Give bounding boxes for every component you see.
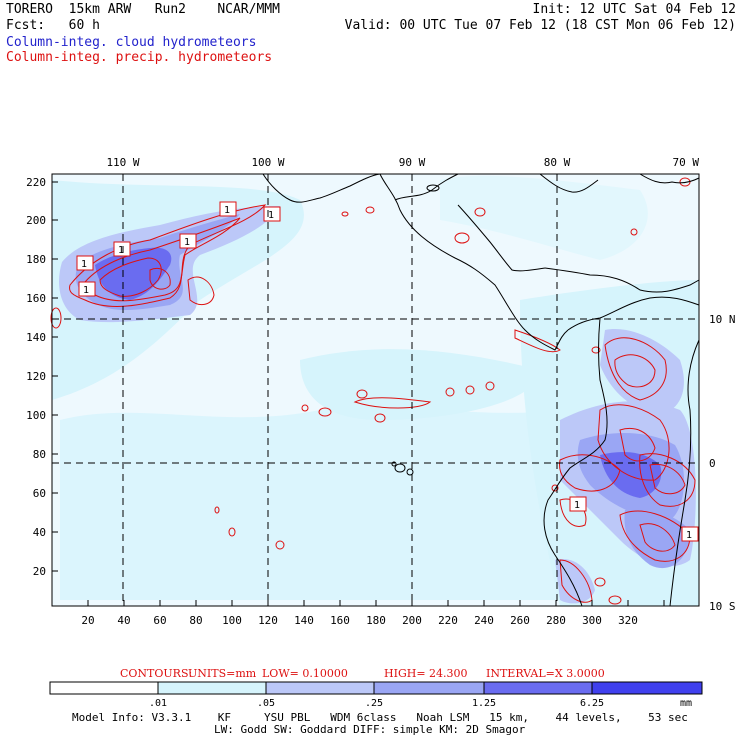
lon-label: 70 W <box>673 156 700 169</box>
x-tick-label: 140 <box>294 614 314 627</box>
x-tick-label: 240 <box>474 614 494 627</box>
model-physics: LW: Godd SW: Goddard DIFF: simple KM: 2D… <box>214 723 526 736</box>
colorbar-swatch <box>157 681 267 695</box>
x-tick-label: 40 <box>117 614 130 627</box>
contour-label: 1 <box>224 205 230 216</box>
x-tick-label: 260 <box>510 614 530 627</box>
colorbar-label: .25 <box>365 698 383 709</box>
colorbar-swatch <box>265 681 375 695</box>
y-tick-label: 80 <box>33 448 46 461</box>
y-tick-label: 200 <box>26 214 46 227</box>
x-tick-label: 80 <box>189 614 202 627</box>
lon-label: 90 W <box>399 156 426 169</box>
colorbar-label: 6.25 <box>580 698 604 709</box>
colorbar-swatch <box>483 681 593 695</box>
x-tick-label: 20 <box>81 614 94 627</box>
x-tick-label: 280 <box>546 614 566 627</box>
field-label-cloud: Column-integ. cloud hydrometeors <box>6 35 257 50</box>
contour-label: 1 <box>81 259 87 270</box>
colorbar-label: .01 <box>149 698 167 709</box>
y-tick-label: 120 <box>26 370 46 383</box>
lat-label: 10 N <box>709 313 736 326</box>
colorbar-swatch <box>49 681 159 695</box>
x-tick-label: 100 <box>222 614 242 627</box>
x-tick-label: 160 <box>330 614 350 627</box>
model-info: Model Info: V3.3.1 KF YSU PBL WDM 6class… <box>72 711 688 724</box>
contours-low: LOW= 0.10000 <box>262 667 348 680</box>
axis-ticks <box>52 181 665 606</box>
model-title: TORERO 15km ARW Run2 NCAR/MMM <box>6 2 280 17</box>
coastlines <box>262 173 700 607</box>
lon-label: 100 W <box>251 156 284 169</box>
lat-label: 10 S <box>709 600 736 613</box>
colorbar-swatch <box>591 681 703 695</box>
contours-info: CONTOURS: UNITS=mm LOW= 0.10000 HIGH= 24… <box>120 667 605 680</box>
contour-labels: 1 1 1 1 1 1 1 1 <box>76 201 699 542</box>
init-time: Init: 12 UTC Sat 04 Feb 12 <box>532 2 737 17</box>
y-tick-label: 20 <box>33 565 46 578</box>
y-tick-label: 40 <box>33 526 46 539</box>
contour-label: 1 <box>268 210 274 221</box>
valid-time: Valid: 00 UTC Tue 07 Feb 12 (18 CST Mon … <box>344 18 736 33</box>
y-tick-label: 140 <box>26 331 46 344</box>
y-tick-label: 100 <box>26 409 46 422</box>
contour-label: 1 <box>574 500 580 511</box>
contours-units: UNITS=mm <box>188 667 257 680</box>
contour-label: 1 <box>118 245 124 256</box>
contours-interval: INTERVAL=X 3.0000 <box>486 667 605 680</box>
contour-label: 1 <box>686 530 692 541</box>
lon-label: 110 W <box>106 156 139 169</box>
colorbar-swatch <box>373 681 485 695</box>
x-tick-label: 120 <box>258 614 278 627</box>
colorbar-label: .05 <box>257 698 275 709</box>
x-tick-label: 300 <box>582 614 602 627</box>
lat-lon-grid <box>52 174 699 606</box>
map-panel: 1 1 1 1 1 1 1 1 <box>26 156 735 627</box>
x-tick-label: 220 <box>438 614 458 627</box>
precip-contours <box>50 177 696 605</box>
colorbar-unit: mm <box>680 698 692 709</box>
field-label-precip: Column-integ. precip. hydrometeors <box>6 50 273 65</box>
y-tick-label: 180 <box>26 253 46 266</box>
lon-label: 80 W <box>544 156 571 169</box>
contours-high: HIGH= 24.300 <box>384 667 468 680</box>
x-tick-label: 320 <box>618 614 638 627</box>
x-tick-label: 60 <box>153 614 166 627</box>
y-tick-label: 160 <box>26 292 46 305</box>
contour-label: 1 <box>184 237 190 248</box>
y-tick-label: 220 <box>26 176 46 189</box>
contours-prefix: CONTOURS: <box>120 667 192 680</box>
contour-label: 1 <box>83 285 89 296</box>
x-tick-label: 180 <box>366 614 386 627</box>
forecast-hour: Fcst: 60 h <box>6 18 100 33</box>
colorbar: .01 .05 .25 1.25 6.25 mm <box>49 681 703 709</box>
colorbar-label: 1.25 <box>472 698 496 709</box>
lat-label: 0 <box>709 457 716 470</box>
x-tick-label: 200 <box>402 614 422 627</box>
y-tick-label: 60 <box>33 487 46 500</box>
